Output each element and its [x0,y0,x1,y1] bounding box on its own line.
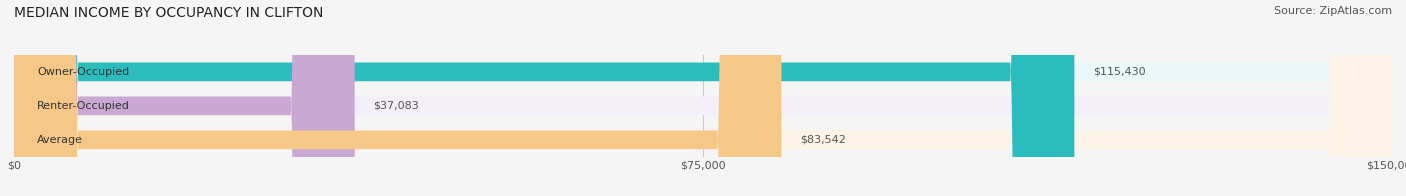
FancyBboxPatch shape [14,0,1074,196]
FancyBboxPatch shape [14,0,1392,196]
Text: MEDIAN INCOME BY OCCUPANCY IN CLIFTON: MEDIAN INCOME BY OCCUPANCY IN CLIFTON [14,6,323,20]
Text: $83,542: $83,542 [800,135,846,145]
Text: Average: Average [37,135,83,145]
FancyBboxPatch shape [14,0,1392,196]
Text: $37,083: $37,083 [373,101,419,111]
Text: $115,430: $115,430 [1092,67,1146,77]
Text: Owner-Occupied: Owner-Occupied [37,67,129,77]
FancyBboxPatch shape [14,0,1392,196]
Text: Source: ZipAtlas.com: Source: ZipAtlas.com [1274,6,1392,16]
FancyBboxPatch shape [14,0,782,196]
Text: Renter-Occupied: Renter-Occupied [37,101,129,111]
FancyBboxPatch shape [14,0,354,196]
